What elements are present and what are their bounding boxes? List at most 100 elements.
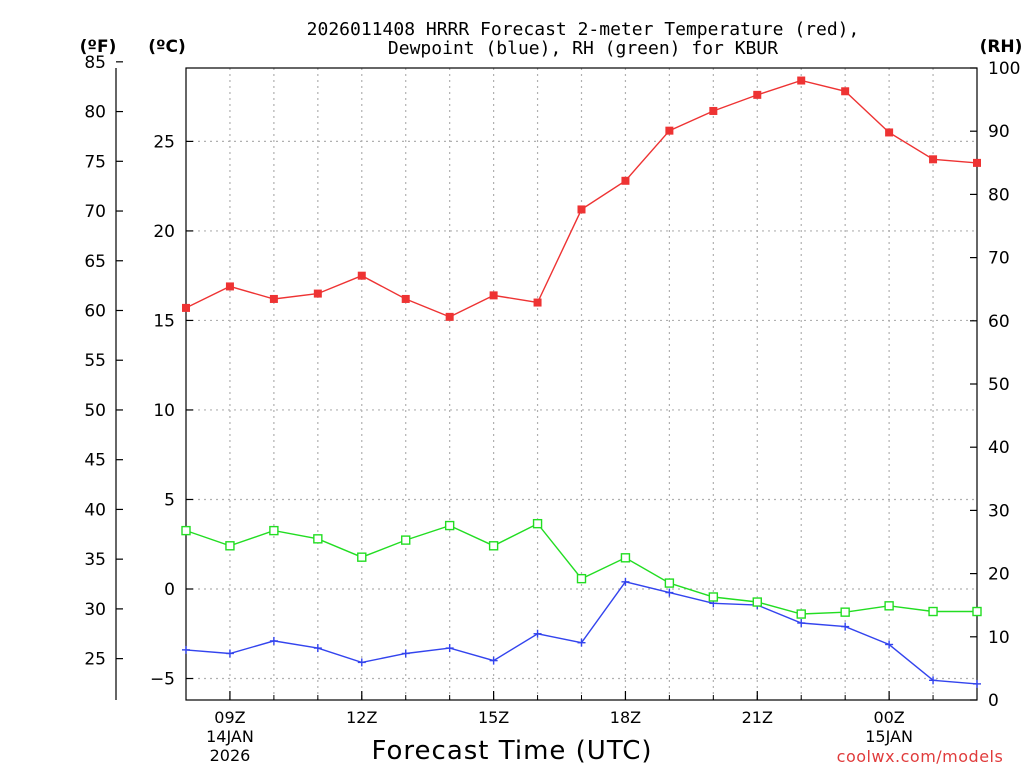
rh-tick-label: 50 xyxy=(988,375,1010,395)
dewpoint-point xyxy=(357,658,366,667)
rh-point xyxy=(972,606,982,617)
dewpoint-point xyxy=(885,640,894,649)
fahrenheit-tick-label: 80 xyxy=(84,103,106,123)
temperature-point xyxy=(665,126,674,135)
celsius-axis: −5 0 5 10 15 20 25 xyxy=(150,132,193,690)
temperature-point xyxy=(621,176,630,185)
temperature-point xyxy=(445,312,454,321)
temperature-point xyxy=(841,87,850,96)
plot-frame xyxy=(185,67,978,701)
fahrenheit-tick-label: 25 xyxy=(84,650,106,670)
rh-tick-label: 30 xyxy=(988,501,1010,521)
fahrenheit-tick-label: 75 xyxy=(84,152,106,172)
rh-point xyxy=(884,601,894,611)
dewpoint-point xyxy=(577,638,586,647)
dewpoint-point xyxy=(929,676,938,685)
time-tick-label: 12Z xyxy=(346,708,377,727)
year-tick-label: 2026 xyxy=(210,746,251,765)
rh-point xyxy=(752,597,762,607)
temperature-point xyxy=(577,205,586,214)
celsius-tick-label: 0 xyxy=(164,580,175,600)
celsius-tick-label: −5 xyxy=(150,670,175,690)
temperature-point xyxy=(313,289,322,298)
rh-point xyxy=(708,592,719,602)
temperature-point xyxy=(797,76,806,85)
rh-point xyxy=(576,573,587,584)
dewpoint-point xyxy=(621,577,630,586)
time-tick-label: 15Z xyxy=(478,708,509,727)
rh-tick-label: 90 xyxy=(988,122,1010,142)
watermark: coolwx.com/models xyxy=(837,747,1004,766)
rh-point xyxy=(181,525,191,536)
temperature-point xyxy=(357,271,366,280)
celsius-tick-label: 15 xyxy=(153,311,175,331)
fahrenheit-tick-label: 45 xyxy=(84,451,106,471)
fahrenheit-tick-label: 55 xyxy=(84,351,106,371)
rh-point xyxy=(928,606,938,617)
fahrenheit-tick-label: 30 xyxy=(84,600,106,620)
temperature-point xyxy=(225,282,234,291)
temperature-point xyxy=(973,158,981,167)
dewpoint-point xyxy=(313,644,322,653)
dewpoint-point xyxy=(445,644,454,653)
rh-tick-label: 0 xyxy=(988,691,999,711)
grid-lines xyxy=(186,68,977,700)
celsius-tick-label: 5 xyxy=(164,490,175,510)
dewpoint-point xyxy=(797,619,806,628)
time-tick-label: 21Z xyxy=(742,708,773,727)
rh-tick-label: 20 xyxy=(988,565,1010,585)
rh-tick-label: 70 xyxy=(988,249,1010,269)
rh-point xyxy=(532,518,543,529)
temperature-point xyxy=(489,291,498,300)
dewpoint-point xyxy=(225,649,234,658)
rh-point xyxy=(444,520,455,531)
chart-title-line1: 2026011408 HRRR Forecast 2-meter Tempera… xyxy=(307,19,860,40)
dewpoint-point xyxy=(665,588,674,597)
fahrenheit-tick-label: 65 xyxy=(84,252,106,272)
fahrenheit-axis-unit: (ºF) xyxy=(80,37,117,57)
data-series xyxy=(181,76,982,688)
rh-point xyxy=(488,541,499,551)
dewpoint-point xyxy=(269,636,278,645)
rh-tick-label: 80 xyxy=(988,185,1010,205)
rh-tick-label: 100 xyxy=(988,59,1020,79)
rh-point xyxy=(620,553,631,563)
time-tick-label: 18Z xyxy=(610,708,641,727)
celsius-tick-label: 10 xyxy=(153,401,175,421)
temperature-point xyxy=(269,294,278,303)
fahrenheit-tick-label: 60 xyxy=(84,301,106,321)
date-tick-label: 14JAN xyxy=(206,727,254,746)
fahrenheit-tick-label: 85 xyxy=(84,53,106,73)
dewpoint-point xyxy=(182,645,190,654)
dewpoint-point xyxy=(973,679,981,688)
temperature-point xyxy=(709,106,718,115)
celsius-tick-label: 20 xyxy=(153,222,175,242)
rh-point xyxy=(313,534,323,544)
time-tick-label: 00Z xyxy=(873,708,904,727)
dewpoint-point xyxy=(841,622,850,631)
rh-tick-label: 10 xyxy=(988,628,1010,648)
rh-point xyxy=(664,578,675,588)
rh-axis: 0 10 20 30 40 50 60 70 80 90 100 xyxy=(970,59,1020,711)
temperature-point xyxy=(401,294,410,303)
chart-title-line2: Dewpoint (blue), RH (green) for KBUR xyxy=(388,38,778,59)
rh-axis-unit: (RH) xyxy=(980,37,1023,57)
rh-point xyxy=(401,535,411,545)
rh-point xyxy=(225,541,235,551)
temperature-point xyxy=(533,298,542,307)
fahrenheit-tick-label: 40 xyxy=(84,500,106,520)
rh-point xyxy=(796,609,806,619)
celsius-tick-label: 25 xyxy=(153,132,175,152)
rh-tick-label: 60 xyxy=(988,312,1010,332)
celsius-axis-unit: (ºC) xyxy=(148,37,186,57)
dewpoint-point xyxy=(533,629,542,638)
fahrenheit-tick-label: 35 xyxy=(84,550,106,570)
time-tick-label: 09Z xyxy=(214,708,245,727)
rh-point xyxy=(269,525,279,536)
fahrenheit-tick-label: 70 xyxy=(84,202,106,222)
fahrenheit-axis: 25 30 35 40 45 50 55 60 65 70 75 80 85 xyxy=(84,53,123,670)
temperature-point xyxy=(885,128,894,137)
rh-tick-label: 40 xyxy=(988,438,1010,458)
